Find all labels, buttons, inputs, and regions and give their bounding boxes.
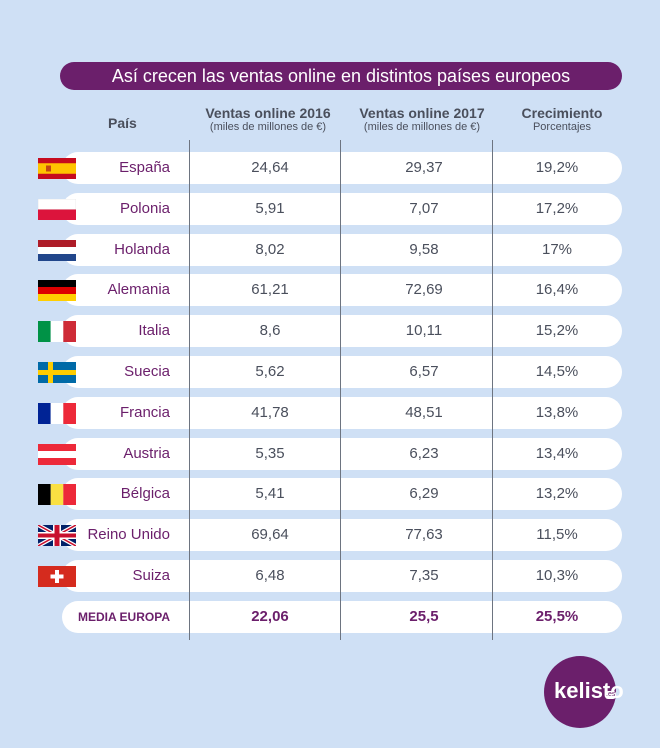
total-growth: 25,5% [535, 607, 579, 625]
header-sales-2016-label: Ventas online 2016 [205, 105, 331, 121]
table-row: Holanda 8,02 9,58 17% [38, 233, 622, 266]
header-growth: Crecimiento Porcentajes [506, 105, 618, 134]
country-name: España [119, 159, 170, 176]
country-name: Italia [138, 322, 170, 340]
growth-value: 13,8% [535, 403, 579, 421]
sales-2017-value: 72,69 [405, 281, 443, 299]
switzerland-flag [38, 566, 76, 587]
sales-2016-value: 24,64 [251, 159, 289, 176]
italy-flag [38, 321, 76, 343]
growth-value: 17,2% [535, 199, 579, 217]
sales-2017-value: 9,58 [409, 240, 439, 258]
total-sales-2016: 22,06 [251, 607, 289, 625]
table-row: Austria 5,35 6,23 13,4% [38, 437, 622, 470]
country-name: Polonia [119, 199, 170, 217]
table-row: Francia 41,78 48,51 13,8% [38, 396, 622, 429]
country-name: Bélgica [120, 485, 170, 503]
column-divider [340, 140, 341, 640]
belgium-flag [38, 484, 76, 506]
spain-flag [38, 158, 76, 179]
total-label: MEDIA EUROPA [77, 609, 170, 624]
growth-value: 10,3% [535, 567, 579, 584]
growth-value: 14,5% [535, 363, 579, 380]
sales-2017-value: 7,35 [409, 567, 439, 584]
country-name: Holanda [114, 240, 170, 258]
sales-2016-value: 8,02 [255, 240, 285, 258]
header-sales-2016: Ventas online 2016 (miles de millones de… [192, 105, 344, 134]
column-divider [189, 140, 190, 640]
poland-flag [38, 198, 76, 220]
growth-value: 17% [541, 240, 573, 258]
country-name: Austria [123, 444, 170, 462]
table-row: España 24,64 29,37 19,2% [38, 152, 622, 184]
total-row: MEDIA EUROPA 22,06 25,5 25,5% [62, 600, 622, 633]
sales-2017-value: 29,37 [405, 159, 443, 176]
netherlands-flag [38, 239, 76, 261]
sales-2017-value: 6,57 [409, 363, 439, 380]
france-flag [38, 402, 76, 424]
sales-2017-value: 6,23 [409, 444, 439, 462]
austria-flag [38, 443, 76, 465]
header-sales-2016-unit: (miles de millones de €) [209, 121, 327, 133]
table-row: Reino Unido 69,64 77,63 11,5% [38, 519, 622, 552]
logo-domain: .es [605, 691, 617, 699]
column-divider [492, 140, 493, 640]
table-row: Suecia 5,62 6,57 14,5% [38, 356, 622, 388]
table-row: Suiza 6,48 7,35 10,3% [38, 560, 622, 592]
sales-2017-value: 7,07 [409, 199, 439, 217]
growth-value: 19,2% [535, 159, 579, 176]
sales-2016-value: 6,48 [255, 567, 285, 584]
sales-2017-value: 77,63 [405, 526, 443, 544]
country-name: Reino Unido [87, 526, 170, 544]
sales-2016-value: 5,41 [255, 485, 285, 503]
table-row: Italia 8,6 10,11 15,2% [38, 315, 622, 348]
growth-value: 15,2% [535, 322, 579, 340]
sweden-flag [38, 362, 76, 383]
chart-title: Así crecen las ventas online en distinto… [60, 62, 622, 90]
header-sales-2017-unit: (miles de millones de €) [363, 121, 481, 133]
total-sales-2017: 25,5 [409, 607, 439, 625]
sales-2017-value: 10,11 [405, 322, 443, 340]
sales-2016-value: 61,21 [251, 281, 289, 299]
header-growth-label: Crecimiento [521, 105, 603, 121]
country-name: Suiza [132, 567, 170, 584]
sales-2016-value: 5,35 [255, 444, 285, 462]
growth-value: 11,5% [536, 526, 578, 544]
kelisto-logo: kelisto .es [544, 656, 624, 728]
germany-flag [38, 280, 76, 302]
header-country: País [108, 115, 137, 131]
table-row: Bélgica 5,41 6,29 13,2% [38, 478, 622, 511]
uk-flag [38, 525, 76, 547]
header-growth-unit: Porcentajes [532, 121, 592, 133]
sales-2016-value: 5,62 [255, 363, 285, 380]
sales-2016-value: 69,64 [251, 526, 289, 544]
growth-value: 16,4% [535, 281, 579, 299]
header-sales-2017-label: Ventas online 2017 [359, 105, 485, 121]
country-name: Alemania [107, 281, 170, 299]
table-row: Alemania 61,21 72,69 16,4% [38, 274, 622, 307]
sales-2017-value: 48,51 [405, 403, 443, 421]
sales-2016-value: 8,6 [259, 322, 281, 340]
country-name: Francia [119, 403, 170, 421]
growth-value: 13,4% [535, 444, 579, 462]
country-name: Suecia [124, 363, 170, 380]
sales-2016-value: 5,91 [255, 199, 285, 217]
growth-value: 13,2% [535, 485, 579, 503]
header-sales-2017: Ventas online 2017 (miles de millones de… [346, 105, 498, 134]
table-row: Polonia 5,91 7,07 17,2% [38, 192, 622, 225]
sales-2016-value: 41,78 [251, 403, 289, 421]
sales-2017-value: 6,29 [409, 485, 439, 503]
